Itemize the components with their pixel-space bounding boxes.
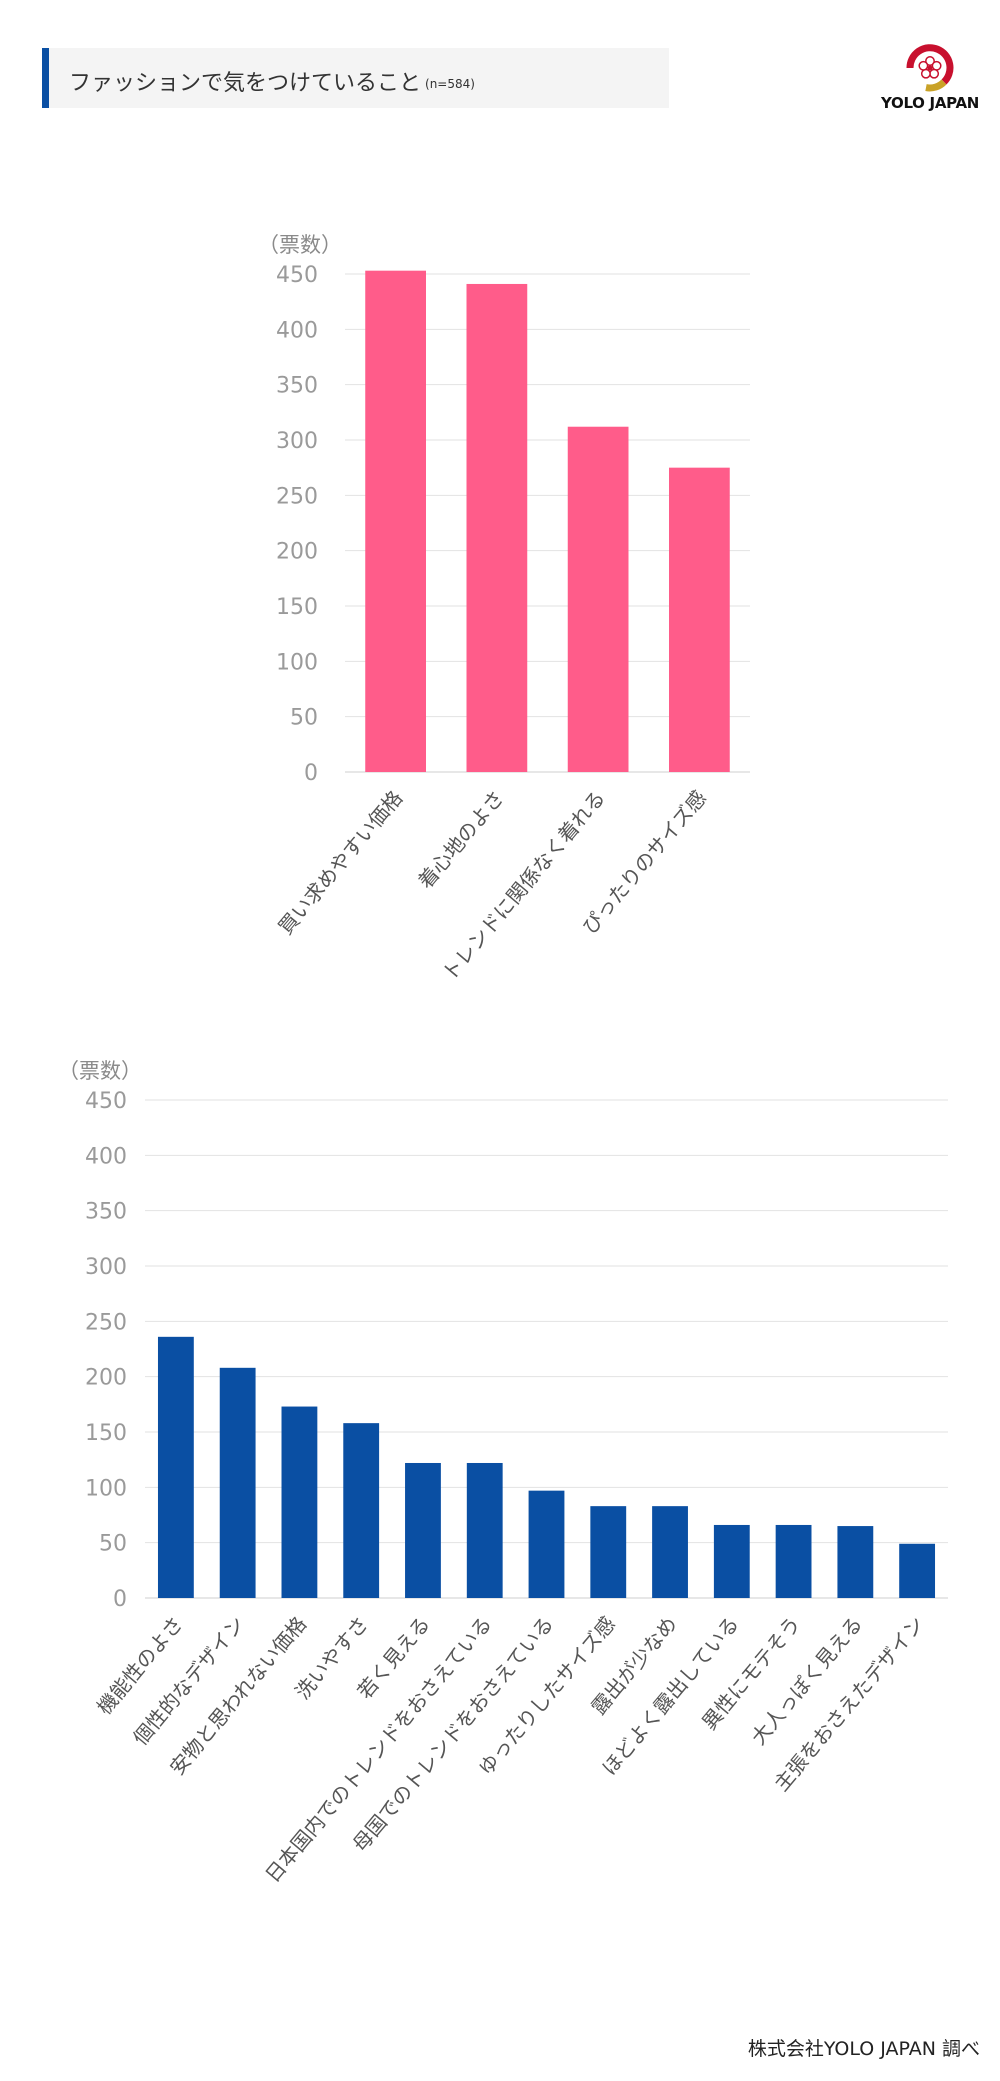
y-tick-label: 150 xyxy=(85,1421,127,1446)
y-tick-label: 250 xyxy=(276,484,318,509)
y-axis-label: （票数） xyxy=(58,1059,142,1083)
bar xyxy=(466,283,528,772)
y-tick-label: 200 xyxy=(276,540,318,565)
bar xyxy=(157,1336,194,1598)
y-tick-label: 400 xyxy=(85,1144,127,1169)
logo-text: YOLO JAPAN xyxy=(880,94,980,112)
y-tick-label: 0 xyxy=(304,761,318,786)
company-logo: YOLO JAPAN xyxy=(875,44,985,114)
bar xyxy=(567,426,629,772)
y-axis-label: （票数） xyxy=(258,233,342,257)
source-note: 株式会社YOLO JAPAN 調べ xyxy=(747,2038,980,2060)
bar xyxy=(775,1524,812,1598)
y-tick-label: 0 xyxy=(113,1587,127,1612)
bar xyxy=(899,1543,936,1598)
bar xyxy=(590,1506,627,1598)
bar xyxy=(652,1506,688,1598)
y-tick-label: 350 xyxy=(85,1200,127,1225)
page-title: ファッションで気をつけていること (n=584) xyxy=(69,65,475,97)
bar xyxy=(528,1490,565,1598)
bar xyxy=(343,1423,380,1598)
bar xyxy=(466,1462,503,1598)
x-category-label: 大人っぽく見える xyxy=(746,1612,867,1750)
title-label: ファッションで気をつけていること xyxy=(69,71,422,96)
title-accent xyxy=(42,48,49,108)
y-tick-label: 150 xyxy=(276,595,318,620)
y-tick-label: 100 xyxy=(85,1476,127,1501)
title-bar: ファッションで気をつけていること (n=584) xyxy=(42,48,669,108)
x-category-label: 個性的なデザイン xyxy=(128,1612,249,1750)
sakura-logo-icon xyxy=(906,44,954,92)
bar xyxy=(837,1526,874,1598)
y-tick-label: 400 xyxy=(276,318,318,343)
y-tick-label: 250 xyxy=(85,1310,127,1335)
x-category-label: 日本国内でのトレンドをおさえている xyxy=(260,1612,496,1887)
bar xyxy=(365,270,426,772)
bar xyxy=(405,1462,441,1598)
bar xyxy=(281,1406,318,1598)
bar xyxy=(669,467,730,772)
y-tick-label: 350 xyxy=(276,374,318,399)
y-tick-label: 50 xyxy=(99,1532,127,1557)
y-tick-label: 200 xyxy=(85,1366,127,1391)
bar-chart-1: 050100150200250300350400450（票数）買い求めやすい価格… xyxy=(258,233,750,985)
bar xyxy=(219,1367,256,1598)
y-tick-label: 300 xyxy=(276,429,318,454)
y-tick-label: 450 xyxy=(276,263,318,288)
sample-size: (n=584) xyxy=(425,77,475,91)
y-tick-label: 50 xyxy=(290,706,318,731)
y-tick-label: 100 xyxy=(276,650,318,675)
y-tick-label: 450 xyxy=(85,1089,127,1114)
y-tick-label: 300 xyxy=(85,1255,127,1280)
bar xyxy=(713,1524,750,1598)
bar-chart-2: 050100150200250300350400450（票数）機能性のよさ個性的… xyxy=(58,1059,948,1887)
